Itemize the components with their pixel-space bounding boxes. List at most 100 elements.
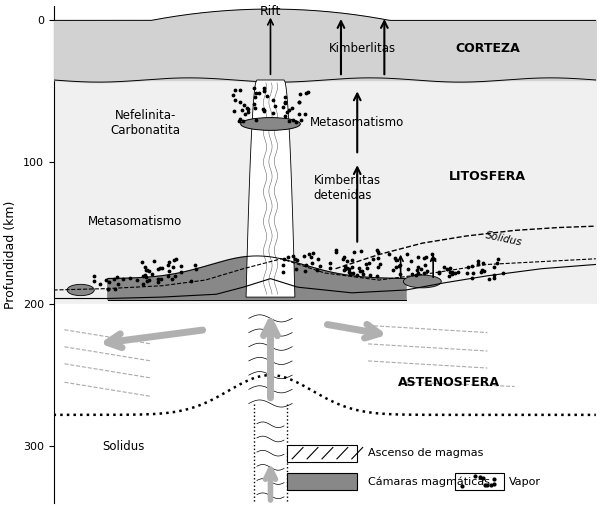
Point [235, 86, 244, 94]
Point [250, 104, 260, 112]
Point [153, 277, 163, 285]
Point [342, 257, 352, 265]
Point [373, 264, 383, 272]
Point [176, 268, 185, 276]
Point [280, 99, 289, 107]
Point [103, 285, 113, 294]
Point [331, 246, 341, 255]
Point [191, 265, 201, 273]
Point [440, 263, 449, 271]
Point [260, 87, 269, 95]
Point [313, 255, 323, 263]
Point [342, 264, 352, 272]
Point [457, 482, 466, 490]
Point [156, 275, 166, 283]
Point [142, 266, 151, 274]
Point [356, 247, 366, 255]
Point [344, 265, 353, 273]
Ellipse shape [67, 284, 94, 296]
Point [230, 86, 239, 94]
Point [479, 267, 489, 275]
Point [391, 256, 400, 264]
Point [230, 96, 240, 104]
Point [155, 264, 164, 272]
Point [249, 100, 259, 108]
Point [148, 270, 157, 278]
Point [144, 276, 154, 284]
Point [392, 263, 401, 271]
Point [442, 265, 451, 273]
Point [347, 256, 357, 264]
Point [101, 276, 110, 284]
Point [373, 254, 383, 262]
Point [89, 277, 99, 285]
Point [492, 260, 502, 268]
Point [292, 265, 301, 273]
Point [280, 93, 290, 101]
Point [365, 271, 375, 279]
Point [473, 257, 483, 265]
Point [325, 259, 335, 267]
Point [348, 269, 358, 277]
Point [144, 267, 154, 275]
Bar [455, 473, 503, 490]
Point [473, 260, 482, 268]
Point [331, 248, 341, 256]
Point [373, 246, 382, 254]
Point [259, 85, 269, 93]
Point [489, 271, 499, 279]
Point [312, 266, 322, 274]
Point [469, 269, 478, 277]
Point [345, 269, 355, 277]
Point [269, 108, 278, 117]
Point [403, 265, 413, 273]
Point [308, 249, 318, 257]
Point [413, 253, 422, 261]
Point [340, 265, 350, 273]
Point [390, 254, 400, 262]
Point [463, 269, 472, 277]
Point [153, 265, 163, 273]
Point [430, 255, 439, 263]
Point [119, 275, 128, 283]
Point [251, 93, 260, 101]
Point [388, 266, 398, 274]
Point [451, 269, 460, 277]
Point [375, 260, 385, 268]
Point [352, 271, 362, 279]
Point [419, 269, 429, 277]
Point [478, 259, 488, 267]
Point [243, 104, 253, 113]
Point [485, 275, 494, 283]
Point [394, 262, 404, 270]
Point [303, 88, 313, 96]
Point [340, 253, 349, 261]
Text: Rift: Rift [260, 6, 281, 18]
Point [236, 98, 245, 106]
Point [481, 481, 490, 489]
Point [373, 248, 383, 257]
Point [291, 118, 301, 126]
Point [325, 264, 335, 272]
Point [301, 89, 311, 97]
Point [372, 272, 382, 280]
Point [142, 273, 151, 281]
Point [280, 98, 289, 106]
Point [241, 111, 250, 119]
Text: Metasomatismo: Metasomatismo [310, 116, 404, 129]
Point [229, 107, 239, 116]
Point [422, 267, 431, 275]
Text: Metasomatismo: Metasomatismo [88, 215, 182, 228]
Point [268, 96, 278, 104]
Point [470, 472, 479, 480]
Ellipse shape [241, 118, 300, 130]
Point [284, 118, 294, 126]
Point [358, 267, 367, 275]
Point [235, 115, 245, 123]
Point [278, 268, 288, 276]
Point [243, 108, 253, 117]
Point [262, 92, 271, 100]
Point [163, 272, 173, 280]
Text: Nefelinita-
Carbonatita: Nefelinita- Carbonatita [111, 108, 181, 136]
Text: LITOSFERA: LITOSFERA [449, 170, 526, 183]
